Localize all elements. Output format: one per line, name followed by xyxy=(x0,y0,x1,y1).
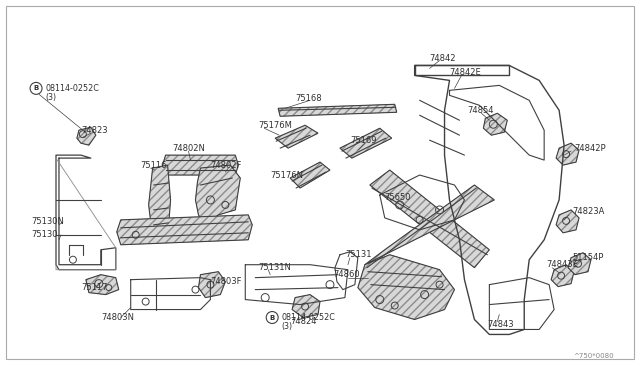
Text: 74854: 74854 xyxy=(467,106,494,115)
Text: 74842E: 74842E xyxy=(449,68,481,77)
Text: 75130N: 75130N xyxy=(31,217,64,227)
Text: 75650: 75650 xyxy=(385,193,412,202)
Text: 75131N: 75131N xyxy=(258,263,291,272)
Text: 74843: 74843 xyxy=(488,320,514,329)
Polygon shape xyxy=(292,295,320,318)
Text: 74803F: 74803F xyxy=(211,277,242,286)
Polygon shape xyxy=(195,165,240,225)
Polygon shape xyxy=(198,272,225,298)
Text: 74842P: 74842P xyxy=(574,144,605,153)
Text: 75169: 75169 xyxy=(350,136,376,145)
Text: 75168: 75168 xyxy=(295,94,322,103)
Polygon shape xyxy=(116,215,252,245)
Text: 75176N: 75176N xyxy=(270,170,303,180)
Polygon shape xyxy=(77,127,96,145)
Text: 74802N: 74802N xyxy=(173,144,205,153)
Text: 74802F: 74802F xyxy=(211,161,242,170)
Text: (3): (3) xyxy=(45,93,56,102)
Text: 74842: 74842 xyxy=(429,54,456,63)
Text: 74860: 74860 xyxy=(333,270,360,279)
Polygon shape xyxy=(556,143,579,165)
Polygon shape xyxy=(340,128,392,158)
Text: 75131: 75131 xyxy=(345,250,371,259)
Polygon shape xyxy=(278,104,397,116)
Polygon shape xyxy=(148,165,171,240)
Polygon shape xyxy=(365,185,494,265)
Text: B: B xyxy=(33,85,38,92)
Text: 74823: 74823 xyxy=(81,126,108,135)
Text: (3): (3) xyxy=(281,322,292,331)
Text: 75116: 75116 xyxy=(141,161,167,170)
Polygon shape xyxy=(86,275,119,295)
Polygon shape xyxy=(483,113,508,135)
Text: 51154P: 51154P xyxy=(572,253,604,262)
Text: 08114-0252C: 08114-0252C xyxy=(281,313,335,322)
Text: 74843E: 74843E xyxy=(546,260,578,269)
Polygon shape xyxy=(556,210,579,233)
Polygon shape xyxy=(551,265,574,286)
Text: ^750*0080: ^750*0080 xyxy=(573,353,614,359)
Text: B: B xyxy=(269,314,275,321)
Polygon shape xyxy=(290,162,330,188)
Polygon shape xyxy=(370,170,490,268)
Text: 74824: 74824 xyxy=(290,317,317,326)
Polygon shape xyxy=(275,125,318,148)
Text: 74823A: 74823A xyxy=(572,208,604,217)
Text: 74803N: 74803N xyxy=(101,313,134,322)
Polygon shape xyxy=(568,253,591,275)
Text: 75117: 75117 xyxy=(81,283,108,292)
Polygon shape xyxy=(163,155,238,175)
Text: 75130: 75130 xyxy=(31,230,58,239)
Text: 08114-0252C: 08114-0252C xyxy=(45,84,99,93)
Polygon shape xyxy=(358,255,454,320)
Text: 75176M: 75176M xyxy=(258,121,292,130)
